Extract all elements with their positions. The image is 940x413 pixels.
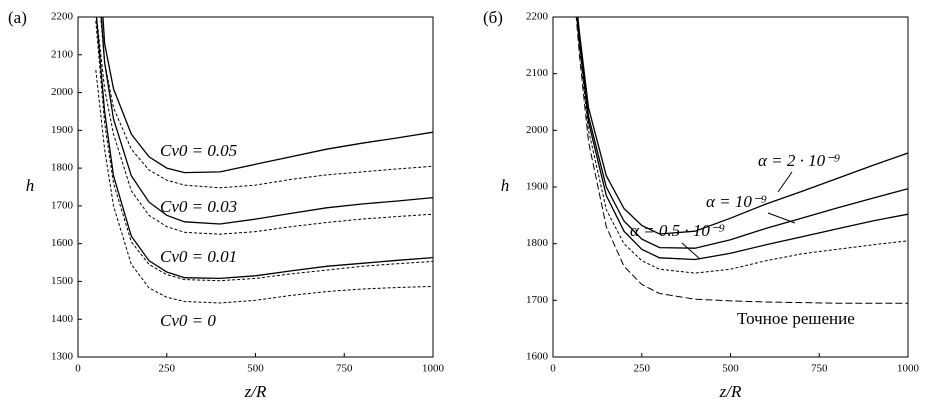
- y-tick-label: 1600: [526, 351, 549, 363]
- y-tick-label: 2000: [51, 86, 74, 98]
- series-line: [95, 69, 433, 304]
- plot-area: [575, 17, 908, 304]
- x-axis-label: z/R: [719, 382, 742, 401]
- panel-label: (а): [8, 8, 27, 27]
- series-line: [100, 17, 433, 189]
- series-line: [575, 17, 908, 304]
- x-tick-label: 0: [75, 363, 81, 375]
- series-label: α = 10⁻⁹: [706, 192, 767, 211]
- y-tick-label: 2200: [51, 11, 74, 23]
- series-label: α = 0.5 · 10⁻⁹: [630, 221, 725, 240]
- x-tick-label: 500: [247, 363, 264, 375]
- series-label: α = 2 · 10⁻⁹: [758, 151, 840, 170]
- x-tick-label: 750: [336, 363, 353, 375]
- series-line: [576, 17, 908, 261]
- x-tick-label: 750: [811, 363, 828, 375]
- y-tick-label: 2100: [51, 48, 74, 60]
- y-tick-label: 1800: [526, 237, 549, 249]
- y-axis-label: h: [501, 176, 510, 195]
- y-tick-label: 1400: [51, 313, 74, 325]
- series-line: [96, 17, 433, 235]
- y-tick-label: 1500: [51, 275, 74, 287]
- y-tick-label: 1900: [51, 124, 74, 136]
- y-tick-label: 1800: [51, 162, 74, 174]
- panel-label: (б): [483, 8, 503, 27]
- y-tick-label: 2200: [526, 11, 549, 23]
- x-tick-label: 1000: [897, 363, 920, 375]
- series-label: Cv0 = 0: [160, 311, 216, 330]
- y-tick-label: 2000: [526, 124, 549, 136]
- y-tick-label: 1600: [51, 237, 74, 249]
- plot-area: [95, 17, 433, 304]
- series-label: Cv0 = 0.01: [160, 247, 237, 266]
- leader-line: [681, 242, 701, 260]
- series-line: [95, 20, 433, 282]
- y-axis-label: h: [26, 176, 35, 195]
- series-label: Точное решение: [737, 309, 855, 328]
- x-tick-label: 500: [722, 363, 739, 375]
- series-label: Cv0 = 0.03: [160, 197, 237, 216]
- y-tick-label: 1300: [51, 351, 74, 363]
- series-line: [577, 17, 908, 235]
- x-tick-label: 250: [634, 363, 651, 375]
- x-tick-label: 250: [159, 363, 176, 375]
- x-tick-label: 0: [550, 363, 556, 375]
- x-tick-label: 1000: [422, 363, 445, 375]
- series-line: [95, 17, 433, 280]
- leader-line: [777, 171, 793, 193]
- y-tick-label: 2100: [526, 67, 549, 79]
- leader-line: [767, 212, 796, 224]
- series-line: [100, 17, 433, 225]
- series-line: [576, 17, 908, 249]
- plot-frame: [552, 16, 909, 358]
- y-tick-label: 1700: [526, 294, 549, 306]
- y-tick-label: 1900: [526, 181, 549, 193]
- series-line: [576, 17, 908, 274]
- plot-frame: [77, 16, 434, 358]
- series-line: [102, 17, 433, 174]
- series-label: Cv0 = 0.05: [160, 141, 237, 160]
- x-axis-label: z/R: [244, 382, 267, 401]
- y-tick-label: 1700: [51, 199, 74, 211]
